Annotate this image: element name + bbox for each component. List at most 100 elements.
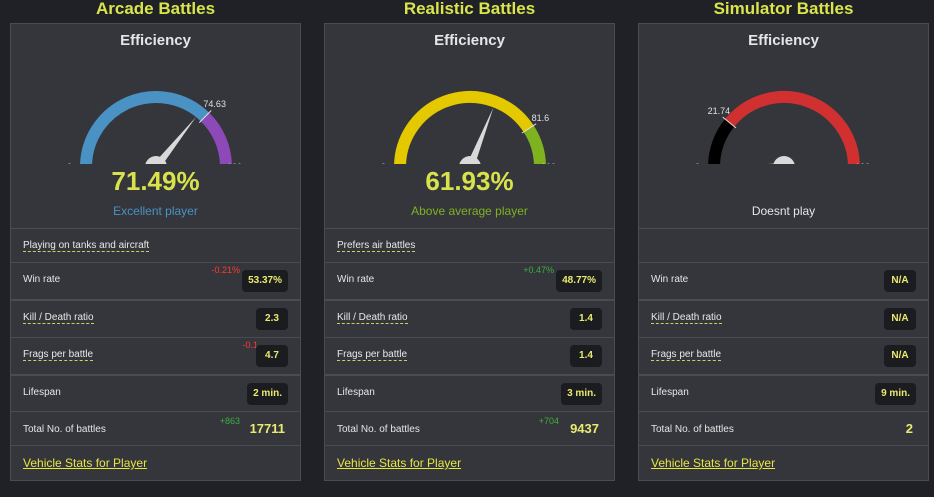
gauge-svg: 74.63 0 -100 [67,91,242,164]
preference-text[interactable]: Prefers air battles [337,240,416,252]
kd-value: 2.3 [256,308,288,330]
frags-value: 4.7 [256,345,288,367]
kd-value: 1.4 [570,308,602,330]
preference-text[interactable]: Playing on tanks and aircraft [23,240,150,252]
simulator-column: Simulator Battles Efficiency 21.74 0 -100 … [638,0,929,481]
efficiency-gauge: 74.63 0 -100 [11,44,300,164]
gauge-marker-label: 74.63 [203,99,226,109]
frags-value: N/A [884,345,916,367]
efficiency-percent: 61.93% [425,166,514,196]
divider [325,411,614,412]
vehicle-stats-link[interactable]: Vehicle Stats for Player [651,456,776,470]
player-verdict: Doesnt play [751,204,816,218]
gauge-marker-label: 21.74 [708,106,731,116]
battles-label: Total No. of battles [337,424,420,435]
gauge-min-label: 0 [695,162,700,164]
player-verdict: Above average player [411,204,528,218]
divider [639,299,928,301]
battles-delta: +863 [219,416,240,426]
win-rate-delta: +0.47% [523,265,554,275]
gauge-needle-hub [145,156,167,164]
divider [325,299,614,301]
efficiency-title: Efficiency [120,32,191,49]
divider [639,262,928,263]
frags-label[interactable]: Frags per battle [651,349,722,361]
divider [639,445,928,446]
battles-value: 2 [905,421,913,436]
divider [11,337,300,338]
battles-label: Total No. of battles [651,424,734,435]
win-rate-label: Win rate [337,274,375,285]
kd-label[interactable]: Kill / Death ratio [23,312,94,324]
battles-value: 9437 [570,421,599,436]
preference-row: Playing on tanks and aircraft [11,229,300,266]
simulator-card: Efficiency 21.74 0 -100 Doesnt play Win ra… [638,23,929,481]
kd-label[interactable]: Kill / Death ratio [337,312,408,324]
kd-row: Kill / Death ratio 1.4 [325,301,614,338]
divider [11,262,300,263]
column-title: Realistic Battles [403,0,536,18]
divider [325,228,614,229]
gauge-arc-left [394,91,534,164]
lifespan-row: Lifespan 3 min. [325,376,614,413]
lifespan-label: Lifespan [23,387,61,398]
gauge-arc-left [708,119,735,164]
arcade-card: Efficiency 74.63 0 -100 71.49% Excellent p… [10,23,301,481]
gauge-min-label: 0 [381,162,386,164]
kd-row: Kill / Death ratio N/A [639,301,928,338]
lifespan-row: Lifespan 2 min. [11,376,300,413]
win-rate-value: 48.77% [556,270,602,292]
win-rate-label: Win rate [651,274,689,285]
win-rate-row: Win rate +0.47% 48.77% [325,263,614,300]
gauge-arc-right [523,125,546,164]
gauge-marker-label: 81.6 [532,113,550,123]
column-title: Simulator Battles [713,0,854,18]
divider [639,411,928,412]
realistic-card: Efficiency 81.6 0 -100 61.93% Above averag… [324,23,615,481]
lifespan-label: Lifespan [651,387,689,398]
battles-label: Total No. of battles [23,424,106,435]
frags-label[interactable]: Frags per battle [23,349,94,361]
lifespan-value: 2 min. [247,383,288,405]
divider [11,228,300,229]
divider [11,374,300,376]
realistic-column: Realistic Battles Efficiency 81.6 0 -100 6… [324,0,615,481]
win-rate-delta: -0.21% [211,265,240,275]
divider [639,337,928,338]
vehicle-stats-link[interactable]: Vehicle Stats for Player [337,456,462,470]
frags-row: Frags per battle -0.1 4.7 [11,338,300,375]
gauge-marker-line [521,123,537,134]
kd-label[interactable]: Kill / Death ratio [651,312,722,324]
vehicle-stats-link[interactable]: Vehicle Stats for Player [23,456,148,470]
gauge-marker-line [198,110,212,124]
divider [639,374,928,376]
gauge-max-label: -100 [224,162,242,164]
divider [325,337,614,338]
efficiency-percent: 71.49% [111,166,200,196]
divider [11,411,300,412]
win-rate-value: N/A [884,270,916,292]
win-rate-label: Win rate [23,274,61,285]
gauge-min-label: 0 [67,162,72,164]
preference-row [639,229,928,266]
frags-row: Frags per battle 1.4 [325,338,614,375]
gauge-arc-left [80,91,210,164]
battles-delta: +704 [538,416,559,426]
battles-value: 17711 [249,421,285,436]
gauge-arc-right [725,91,860,164]
divider [325,374,614,376]
win-rate-value: 53.37% [242,270,288,292]
frags-row: Frags per battle N/A [639,338,928,375]
column-title: Arcade Battles [95,0,216,18]
gauge-needle-hub [773,156,795,164]
kd-value: N/A [884,308,916,330]
arcade-column: Arcade Battles Efficiency 74.63 0 -100 71.… [10,0,301,481]
divider [11,445,300,446]
divider [11,299,300,301]
lifespan-row: Lifespan 9 min. [639,376,928,413]
frags-label[interactable]: Frags per battle [337,349,408,361]
win-rate-row: Win rate -0.21% 53.37% [11,263,300,300]
preference-row: Prefers air battles [325,229,614,266]
efficiency-gauge: 81.6 0 -100 [325,44,614,164]
battles-row: Total No. of battles 2 [639,412,928,449]
